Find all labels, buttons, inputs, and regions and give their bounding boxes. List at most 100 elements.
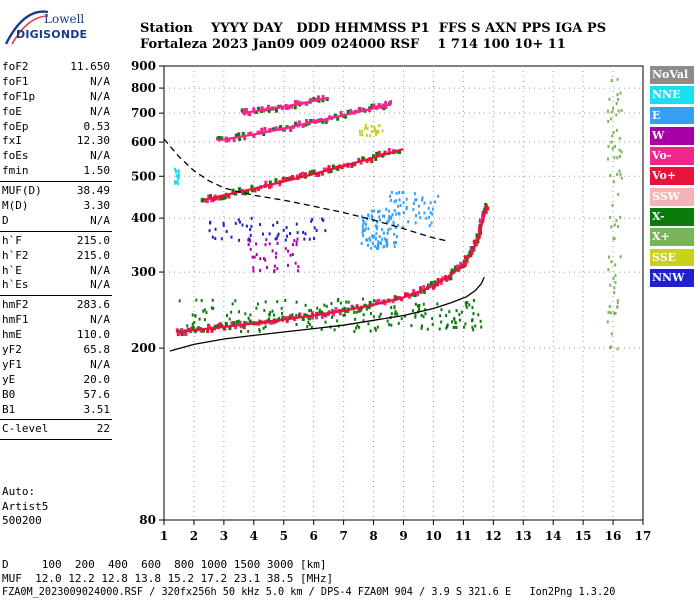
echo-point [419, 286, 423, 291]
echo-point [416, 304, 419, 308]
echo-point [431, 322, 434, 326]
echo-point [258, 319, 261, 323]
echo-point [365, 222, 368, 226]
echo-point [309, 98, 313, 103]
param-name: foEp [2, 119, 29, 133]
echo-point [330, 302, 333, 306]
param-value: 11.650 [70, 60, 110, 73]
legend-item: W [650, 126, 694, 145]
echo-point [213, 324, 216, 328]
param-value: N/A [90, 313, 110, 327]
echo-point [616, 301, 619, 305]
echo-point [362, 313, 365, 317]
echo-point [311, 312, 314, 316]
echo-point [228, 326, 232, 331]
echo-point [420, 326, 423, 330]
echo-point [273, 270, 276, 274]
echo-point [293, 317, 297, 322]
echo-point [248, 112, 252, 117]
echo-point [177, 174, 180, 178]
echo-point [291, 176, 295, 181]
echo-point [210, 328, 214, 333]
echo-point [614, 280, 617, 284]
param-name: fmin [2, 164, 29, 178]
echo-point [297, 265, 300, 269]
param-name: foF2 [2, 60, 29, 73]
echo-point [200, 299, 203, 303]
echo-point [357, 107, 361, 112]
echo-point [273, 313, 276, 317]
echo-point [355, 326, 358, 330]
autoscaling-notes: Auto: Artist5 500200 [2, 485, 48, 529]
param-value: N/A [90, 213, 110, 227]
echo-point [397, 321, 400, 325]
echo-point [237, 132, 241, 137]
echo-point [418, 303, 421, 307]
echo-point [377, 240, 380, 244]
echo-point [191, 313, 194, 317]
echo-point [610, 117, 613, 121]
echo-point [611, 147, 614, 151]
echo-point [424, 312, 427, 316]
echo-point [266, 265, 269, 269]
echo-point [247, 132, 251, 137]
echo-point [413, 293, 417, 298]
echo-point [278, 182, 282, 187]
echo-point [384, 100, 388, 105]
echo-point [295, 240, 298, 244]
echo-point [372, 236, 375, 240]
echo-point [238, 137, 242, 142]
echo-point [277, 232, 280, 236]
echo-point [251, 255, 254, 259]
echo-point [238, 187, 242, 192]
echo-point [286, 263, 289, 267]
muf-dashed-curve [163, 138, 446, 242]
echo-point [421, 198, 424, 202]
echo-point [448, 310, 451, 314]
echo-point [614, 274, 617, 278]
echo-point [419, 216, 422, 220]
divider [0, 419, 112, 421]
echo-point [361, 225, 364, 229]
echo-point [450, 320, 453, 324]
trace-line [178, 204, 489, 334]
echo-point [619, 255, 622, 259]
echo-point [441, 276, 445, 281]
echo-point [608, 305, 611, 309]
echo-point [221, 196, 225, 201]
echo-point [373, 209, 376, 213]
echo-point [230, 321, 234, 326]
echo-point [464, 322, 467, 326]
echo-point [359, 132, 362, 136]
echo-point [271, 309, 274, 313]
echo-point [394, 199, 397, 203]
echo-point [618, 154, 621, 158]
echo-point [312, 97, 316, 102]
divider [0, 439, 112, 441]
echo-point [205, 199, 209, 204]
echo-point [455, 309, 458, 313]
echo-point [393, 209, 396, 213]
echo-point [252, 269, 255, 273]
echo-point [225, 138, 229, 143]
echo-point [436, 302, 439, 306]
echo-point [295, 313, 298, 317]
direction-legend: NoVal NNE E W Vo- Vo+ SSW X- X+ SSE NNW [650, 66, 694, 289]
echo-point [296, 237, 299, 241]
echo-point [390, 190, 393, 194]
echo-point [436, 282, 440, 287]
echo-point [610, 140, 613, 144]
echo-point [386, 220, 389, 224]
echo-point [272, 223, 275, 227]
echo-point [316, 306, 319, 310]
param-row: MUF(D) 38.49 [0, 184, 112, 199]
echo-point [373, 125, 376, 129]
echo-point [336, 319, 339, 323]
echo-point [386, 244, 389, 248]
echo-point [324, 119, 328, 124]
echo-point [327, 169, 331, 174]
echo-point [275, 237, 278, 241]
echo-point [269, 320, 273, 325]
param-name: yE [2, 372, 16, 386]
echo-point [225, 229, 228, 233]
